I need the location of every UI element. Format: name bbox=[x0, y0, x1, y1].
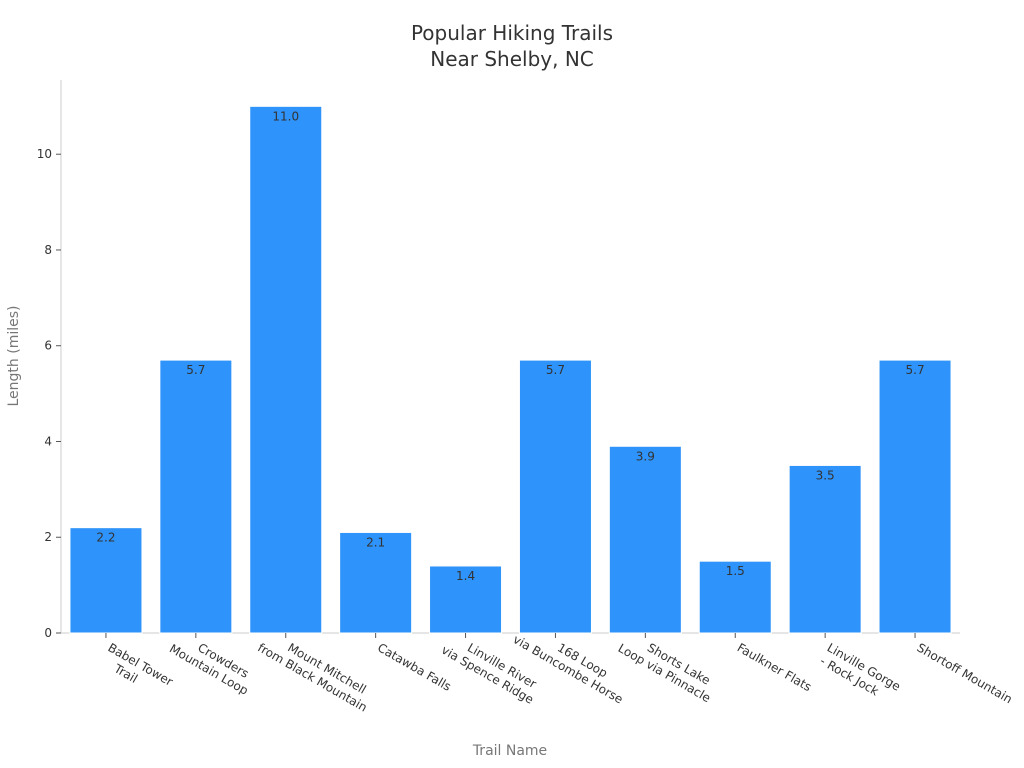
bar-value-label: 5.7 bbox=[546, 363, 565, 377]
bar-value-label: 5.7 bbox=[186, 363, 205, 377]
bar[interactable] bbox=[698, 560, 772, 634]
y-tick-label: 0 bbox=[44, 626, 52, 640]
bar[interactable] bbox=[69, 527, 143, 634]
bar-value-label: 11.0 bbox=[272, 109, 299, 123]
x-tick-label-line: Shortoff Mountain bbox=[915, 640, 1015, 706]
bar-value-label: 1.4 bbox=[456, 569, 475, 583]
x-tick-label: Linville Gorge- Rock Jock bbox=[818, 640, 903, 698]
x-tick-label: Shortoff Mountain bbox=[915, 640, 1015, 706]
bar[interactable] bbox=[159, 359, 233, 634]
x-tick-label-line: Faulkner Flats bbox=[735, 640, 814, 694]
bar[interactable] bbox=[518, 359, 592, 634]
chart-title-line-2: Near Shelby, NC bbox=[430, 47, 594, 71]
bar-value-label: 3.9 bbox=[636, 449, 655, 463]
y-tick-label: 8 bbox=[44, 243, 52, 257]
chart-title-line-1: Popular Hiking Trails bbox=[411, 21, 613, 45]
bar[interactable] bbox=[339, 531, 413, 634]
y-tick-label: 2 bbox=[44, 530, 52, 544]
bar[interactable] bbox=[608, 445, 682, 634]
bar-value-label: 1.5 bbox=[726, 564, 745, 578]
bar-value-label: 5.7 bbox=[906, 363, 925, 377]
bar[interactable] bbox=[878, 359, 952, 634]
y-tick-label: 6 bbox=[44, 339, 52, 353]
y-tick-label: 10 bbox=[37, 147, 52, 161]
x-axis-label: Trail Name bbox=[472, 743, 547, 759]
bar[interactable] bbox=[249, 105, 323, 634]
bar-value-label: 3.5 bbox=[816, 468, 835, 482]
x-tick-label: Faulkner Flats bbox=[735, 640, 814, 694]
y-axis-label: Length (miles) bbox=[6, 306, 22, 407]
bar-value-label: 2.1 bbox=[366, 535, 385, 549]
bar[interactable] bbox=[788, 464, 862, 634]
y-tick-label: 4 bbox=[44, 434, 52, 448]
bar-value-label: 2.2 bbox=[96, 531, 115, 545]
